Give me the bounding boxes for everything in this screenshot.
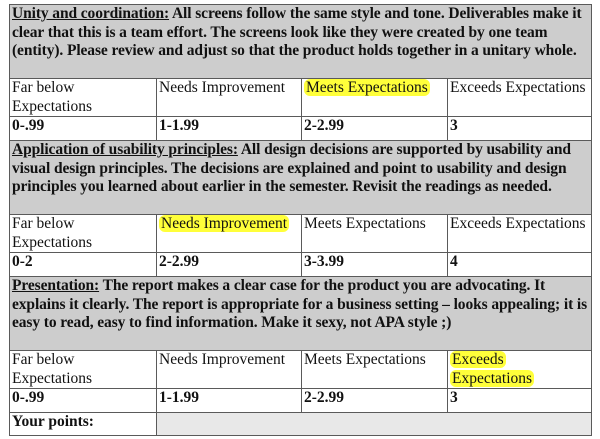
score-cell: 0-2 [9,252,157,277]
level-cell: Exceeds Expectations [447,78,592,117]
score-cell: 0-.99 [9,116,157,141]
level-cell: Far below Expectations [9,214,157,253]
criterion-title: Application of usability principles: [12,141,238,159]
points-label: Your points: [9,412,157,436]
criterion-description: All design decisions are supported by us… [12,141,571,196]
scores-row: 0-.99 1-1.99 2-2.99 3 [9,116,592,141]
criterion-row: Unity and coordination: All screens foll… [9,4,592,79]
score-cell: 0-.99 [9,388,157,413]
level-cell: Exceeds Expectations [447,214,592,253]
level-cell: Far below Expectations [9,78,157,117]
score-cell: 2-2.99 [301,388,448,413]
score-cell: 4 [447,252,592,277]
selected-level-label: Needs Improvement [159,215,290,232]
level-label: Needs Improvement [159,351,286,369]
criterion-description: The report makes a clear case for the pr… [12,277,588,332]
score-cell: 2-2.99 [301,116,448,141]
levels-row: Far below Expectations Needs Improvement M… [9,78,592,117]
rubric-table: Unity and coordination: All screens foll… [9,4,592,436]
scores-row: 0-2 2-2.99 3-3.99 4 [9,252,592,277]
level-cell: Needs Improvement [156,214,302,253]
level-cell: Meets Expectations [301,78,448,117]
criterion-cell: Unity and coordination: All screens foll… [9,4,592,79]
selected-level-label: Meets Expectations [304,79,430,96]
criterion-title: Unity and coordination: [12,5,170,23]
criterion-description: All screens follow the same style and to… [12,5,582,60]
score-cell: 3 [447,388,592,413]
score-cell: 3 [447,116,592,141]
selected-level-label: Exceeds Expectations [450,351,535,387]
criterion-row: Application of usability principles: All… [9,140,592,215]
score-cell: 2-2.99 [156,252,302,277]
level-label: Far below Expectations [12,79,93,115]
points-row: Your points: [9,412,592,436]
criterion-cell: Presentation: The report makes a clear c… [9,276,592,351]
score-cell: 1-1.99 [156,388,302,413]
level-label: Exceeds Expectations [450,79,586,97]
score-cell: 3-3.99 [301,252,448,277]
score-cell: 1-1.99 [156,116,302,141]
level-cell: Meets Expectations [301,214,448,253]
level-cell: Needs Improvement [156,350,302,389]
criterion-cell: Application of usability principles: All… [9,140,592,215]
level-label: Exceeds Expectations [450,215,586,233]
level-cell: Needs Improvement [156,78,302,117]
level-label: Far below Expectations [12,351,93,387]
level-cell: Meets Expectations [301,350,448,389]
levels-row: Far below Expectations Needs Improvement M… [9,350,592,389]
level-label: Meets Expectations [304,215,426,233]
level-cell: Exceeds Expectations [447,350,592,389]
level-label: Far below Expectations [12,215,93,251]
scores-row: 0-.99 1-1.99 2-2.99 3 [9,388,592,413]
criterion-row: Presentation: The report makes a clear c… [9,276,592,351]
points-input-cell[interactable] [156,412,592,436]
level-label: Meets Expectations [304,351,426,369]
levels-row: Far below Expectations Needs Improvement M… [9,214,592,253]
level-label: Needs Improvement [159,79,286,97]
level-cell: Far below Expectations [9,350,157,389]
criterion-title: Presentation: [12,277,100,295]
